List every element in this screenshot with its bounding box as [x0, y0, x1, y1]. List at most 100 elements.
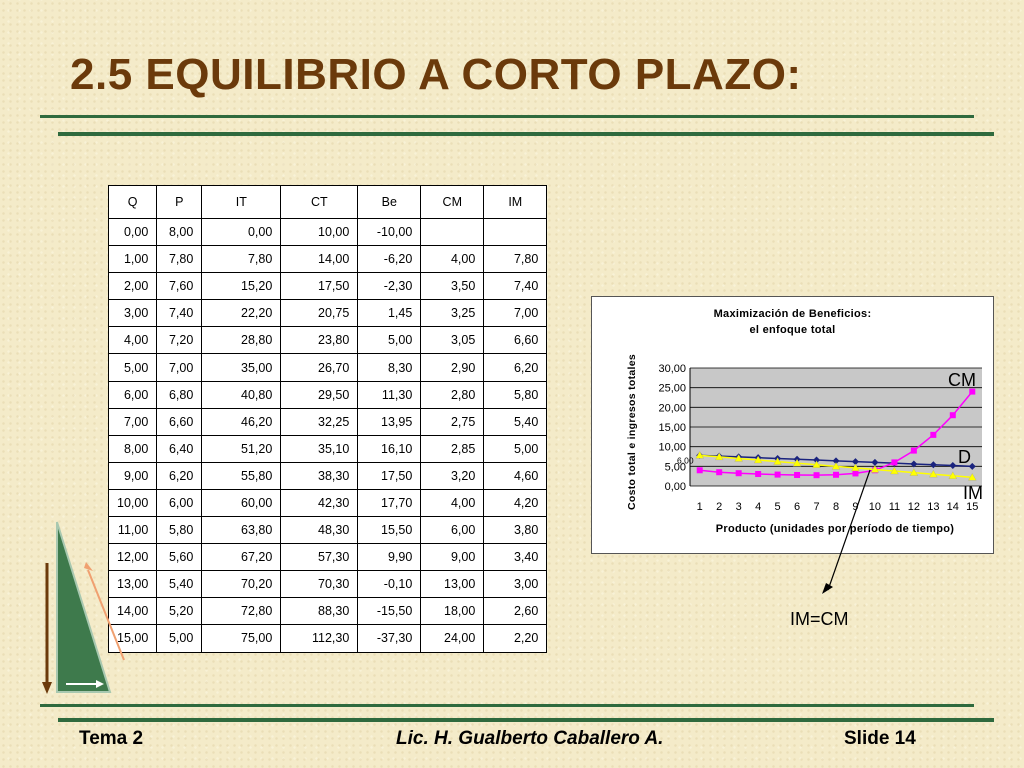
im-cm-annotation: IM=CM — [790, 609, 849, 629]
data-point — [696, 467, 703, 474]
table-row: 0,00 8,00 0,00 10,00 -10,00 — [107, 217, 548, 247]
table-cell: 14,00 — [280, 245, 359, 274]
x-tick-label: 3 — [736, 501, 742, 513]
chart-subtitle: el enfoque total — [749, 324, 836, 336]
table-cell: 17,50 — [280, 272, 359, 301]
x-tick-label: 8 — [833, 501, 839, 513]
table-row: 2,00 7,60 15,20 17,50 -2,30 3,50 7,40 — [107, 272, 548, 301]
table-cell: 35,10 — [280, 434, 359, 463]
table-cell: 2,00 — [107, 272, 158, 301]
table-row: 8,00 6,40 51,20 35,10 16,10 2,85 5,00 — [107, 434, 548, 463]
y-tick-label: 5,00 — [665, 461, 686, 473]
table-cell: 5,20 — [156, 597, 203, 626]
data-point — [695, 451, 704, 459]
data-point — [753, 455, 763, 464]
data-point — [871, 458, 879, 466]
series-label: IM — [963, 483, 983, 503]
table-cell: 4,00 — [420, 245, 485, 274]
y-tick-label: 25,00 — [658, 383, 686, 395]
table-cell: 15,00 — [107, 624, 158, 653]
data-label: 6,00 — [677, 455, 694, 465]
table-cell: 38,30 — [280, 461, 359, 490]
table-row: 15,00 5,00 75,00 112,30 -37,30 24,00 2,20 — [107, 624, 548, 653]
data-point — [910, 447, 917, 454]
table-cell: 5,00 — [483, 434, 548, 463]
table-cell: 2,80 — [420, 380, 485, 409]
data-point — [831, 462, 841, 470]
data-point — [813, 472, 820, 479]
series-label: D — [958, 447, 971, 467]
table-cell: 2,85 — [420, 434, 485, 463]
y-tick-label: 30,00 — [658, 363, 686, 375]
data-point — [930, 431, 937, 438]
table-cell: 4,00 — [420, 488, 485, 518]
x-tick-label: 12 — [908, 501, 920, 513]
x-tick-label: 2 — [716, 501, 722, 513]
x-tick-label: 1 — [697, 501, 703, 513]
table-cell: 3,05 — [420, 326, 485, 355]
data-table: Q P IT CT Be CM IM 0,00 8,00 0,00 10,00 -10,00 1,00… — [107, 185, 548, 653]
x-tick-label: 15 — [966, 501, 978, 513]
x-tick-label: 11 — [889, 501, 900, 513]
data-point — [851, 463, 860, 472]
table-cell: 7,60 — [156, 272, 203, 301]
data-point — [890, 466, 899, 475]
data-point — [969, 388, 976, 395]
table-row: 9,00 6,20 55,80 38,30 17,50 3,20 4,60 — [107, 461, 548, 490]
x-tick-label: 7 — [813, 501, 819, 513]
data-point — [812, 460, 821, 468]
data-point — [716, 469, 723, 476]
table-cell: -37,30 — [357, 624, 422, 653]
table-cell: 2,60 — [483, 597, 548, 626]
table-cell: 40,80 — [201, 380, 282, 409]
table-cell: 6,20 — [156, 461, 203, 490]
table-cell: 42,30 — [280, 488, 359, 518]
slide-title: 2.5 EQUILIBRIO A CORTO PLAZO: — [70, 50, 802, 99]
table-cell: 14,00 — [107, 597, 158, 626]
x-tick-label: 13 — [927, 501, 939, 513]
table-row: 1,00 7,80 7,80 14,00 -6,20 4,00 7,80 — [107, 245, 548, 274]
data-point — [734, 454, 743, 462]
table-cell: 7,20 — [156, 326, 203, 355]
data-point — [851, 458, 859, 466]
table-cell: 0,00 — [201, 217, 282, 247]
data-point — [852, 470, 859, 477]
title-divider-bottom — [58, 132, 994, 136]
data-point — [792, 458, 802, 467]
data-point — [870, 465, 880, 473]
table-cell: -10,00 — [357, 217, 422, 247]
y-tick-label: 15,00 — [658, 422, 686, 434]
diagonal-arrow-icon — [87, 569, 125, 661]
x-tick-label: 6 — [794, 501, 800, 513]
data-point — [968, 473, 977, 481]
table-cell: 5,40 — [483, 407, 548, 436]
data-point — [948, 471, 958, 479]
table-cell: 13,00 — [107, 570, 158, 599]
table-cell: 112,30 — [280, 624, 359, 653]
table-cell: 6,00 — [156, 488, 203, 518]
x-tick-label: 10 — [869, 501, 881, 513]
table-cell: 72,80 — [201, 597, 282, 626]
table-cell: -0,10 — [357, 570, 422, 599]
table-header-row: Q P IT CT Be CM IM — [107, 185, 548, 219]
table-cell: 4,00 — [107, 326, 158, 355]
table-cell: 8,00 — [107, 434, 158, 463]
table-row: 13,00 5,40 70,20 70,30 -0,10 13,00 3,00 — [107, 570, 548, 599]
x-tick-label: 9 — [852, 501, 858, 513]
data-point — [735, 470, 742, 477]
data-point — [891, 459, 898, 466]
column-header: Q — [107, 185, 158, 219]
table-cell — [420, 217, 485, 247]
data-point — [949, 462, 957, 470]
table-cell: 51,20 — [201, 434, 282, 463]
table-row: 4,00 7,20 28,80 23,80 5,00 3,05 6,60 — [107, 326, 548, 355]
horizontal-arrowhead-icon — [96, 680, 104, 688]
table-row: 3,00 7,40 22,20 20,75 1,45 3,25 7,00 — [107, 299, 548, 328]
x-tick-label: 4 — [755, 501, 761, 513]
series-label: CM — [948, 370, 976, 390]
table-cell: 5,60 — [156, 543, 203, 572]
data-point — [794, 471, 801, 478]
data-point — [929, 469, 938, 478]
table-cell: 3,20 — [420, 461, 485, 490]
